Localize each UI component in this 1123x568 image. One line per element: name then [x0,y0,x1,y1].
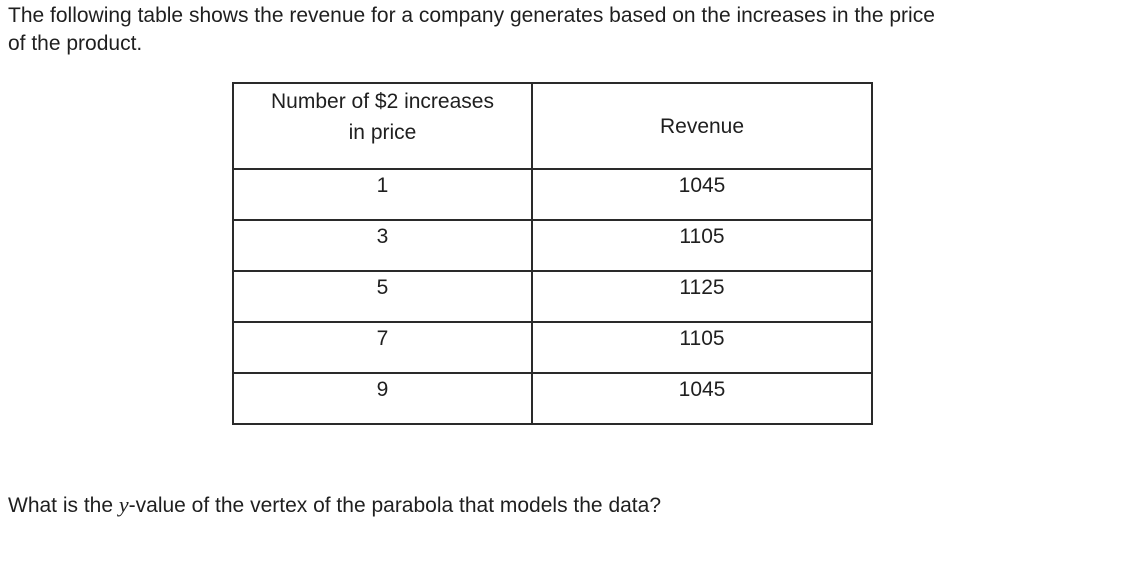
table-row: 9 1045 [232,372,873,425]
cell-revenue: 1105 [531,219,873,272]
cell-increases: 9 [232,372,533,425]
cell-increases: 5 [232,270,533,323]
question-suffix: -value of the vertex of the parabola tha… [128,494,661,517]
cell-increases: 7 [232,321,533,374]
cell-revenue: 1045 [531,168,873,221]
question-variable: y [118,492,129,517]
cell-increases: 1 [232,168,533,221]
cell-increases: 3 [232,219,533,272]
intro-text: The following table shows the revenue fo… [8,2,1108,58]
header-revenue: Revenue [531,82,873,170]
table-row: 5 1125 [232,270,873,323]
question-text: What is the y-value of the vertex of the… [8,491,661,520]
revenue-table: Number of $2 increases in price Revenue … [232,82,873,425]
cell-revenue: 1125 [531,270,873,323]
intro-line-1: The following table shows the revenue fo… [8,4,935,27]
table-row: 1 1045 [232,168,873,221]
header-price-increases: Number of $2 increases in price [232,82,533,170]
header-price-increases-line-2: in price [348,121,417,144]
table-header-row: Number of $2 increases in price Revenue [232,82,873,170]
question-prefix: What is the [8,494,119,517]
table-row: 7 1105 [232,321,873,374]
intro-line-2: of the product. [8,32,143,55]
cell-revenue: 1105 [531,321,873,374]
cell-revenue: 1045 [531,372,873,425]
table-row: 3 1105 [232,219,873,272]
header-price-increases-line-1: Number of $2 increases [271,90,494,113]
